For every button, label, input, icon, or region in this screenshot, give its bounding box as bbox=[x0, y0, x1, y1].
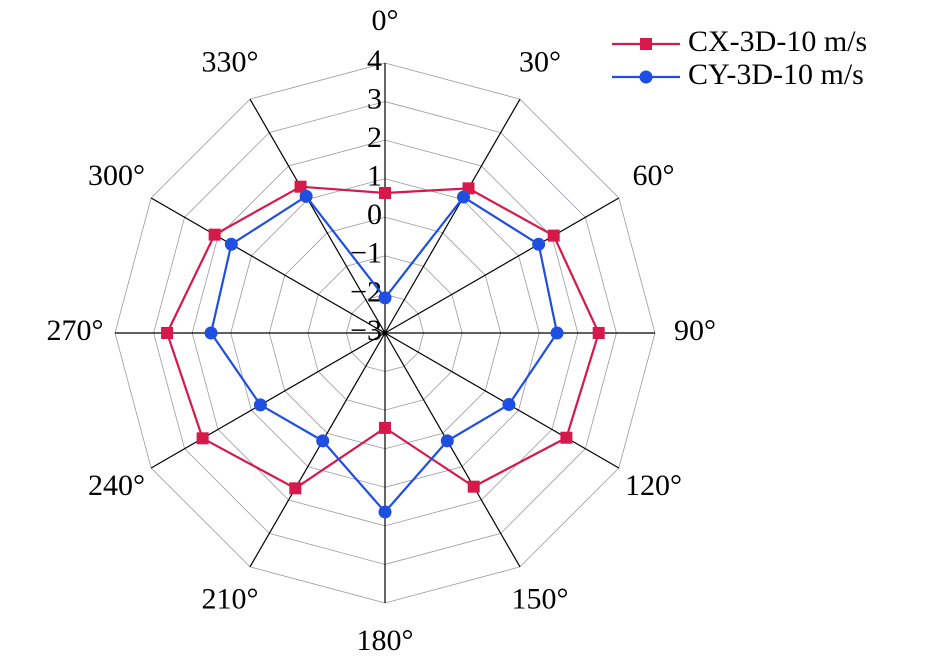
category-label: 150° bbox=[512, 582, 569, 615]
category-label: 300° bbox=[88, 159, 145, 192]
marker bbox=[592, 327, 605, 339]
r-tick-label: 1 bbox=[367, 160, 382, 193]
category-label: 240° bbox=[88, 469, 145, 502]
marker bbox=[532, 237, 546, 251]
spoke bbox=[150, 197, 386, 334]
r-tick-label: 4 bbox=[367, 44, 382, 77]
marker bbox=[440, 434, 454, 448]
r-tick-label: 0 bbox=[367, 198, 382, 231]
spoke bbox=[249, 98, 386, 334]
marker bbox=[224, 237, 238, 251]
category-label: 120° bbox=[625, 469, 682, 502]
category-label: 180° bbox=[357, 624, 414, 657]
marker bbox=[196, 432, 209, 445]
marker bbox=[502, 398, 516, 412]
legend-marker bbox=[640, 38, 652, 50]
category-label: 60° bbox=[632, 159, 674, 192]
spoke bbox=[384, 332, 521, 568]
marker bbox=[316, 434, 330, 448]
marker bbox=[294, 180, 307, 193]
spoke bbox=[384, 98, 521, 334]
category-label: 90° bbox=[674, 314, 716, 347]
spoke bbox=[150, 332, 386, 469]
marker bbox=[547, 229, 560, 242]
marker bbox=[379, 186, 391, 199]
category-label: 330° bbox=[202, 45, 259, 78]
r-tick-label: 3 bbox=[367, 82, 382, 115]
legend-marker bbox=[639, 70, 653, 84]
marker bbox=[378, 291, 392, 305]
marker bbox=[208, 228, 221, 241]
category-label: 0° bbox=[372, 4, 399, 37]
r-tick-label: −3 bbox=[350, 314, 382, 347]
r-tick-label: 2 bbox=[367, 121, 382, 154]
marker bbox=[289, 482, 302, 495]
spoke bbox=[249, 332, 386, 568]
r-tick-label: −2 bbox=[350, 275, 382, 308]
series-line bbox=[209, 194, 559, 514]
marker bbox=[456, 190, 470, 204]
r-tick-label: −1 bbox=[350, 237, 382, 270]
legend-label: CX-3D-10 m/s bbox=[688, 25, 867, 58]
marker bbox=[378, 505, 392, 519]
legend-label: CY-3D-10 m/s bbox=[688, 58, 864, 91]
category-label: 30° bbox=[519, 45, 561, 78]
marker bbox=[204, 326, 218, 340]
marker bbox=[550, 326, 564, 340]
marker bbox=[467, 480, 480, 493]
spoke bbox=[384, 332, 620, 469]
marker bbox=[253, 398, 267, 412]
marker bbox=[379, 421, 391, 434]
marker bbox=[299, 189, 313, 203]
marker bbox=[560, 431, 573, 444]
category-label: 210° bbox=[202, 582, 259, 615]
spoke bbox=[384, 197, 620, 334]
category-label: 270° bbox=[47, 314, 104, 347]
marker bbox=[161, 327, 174, 339]
